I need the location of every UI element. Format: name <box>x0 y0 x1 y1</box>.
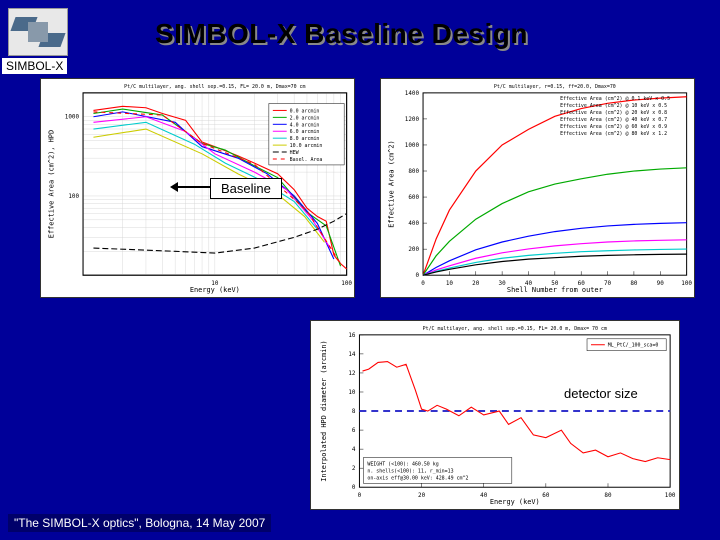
logo <box>8 8 68 56</box>
svg-text:70: 70 <box>604 280 612 287</box>
svg-text:Pt/C multilayer, r=0.15, ff=20: Pt/C multilayer, r=0.15, ff=20.0, Dmax=7… <box>494 84 616 90</box>
svg-text:0: 0 <box>416 272 420 279</box>
svg-text:Effective Area (cm^2) @ 80 keV: Effective Area (cm^2) @ 80 keV x 1.2 <box>560 131 667 137</box>
baseline-arrow <box>176 186 210 188</box>
svg-text:2.0 arcmin: 2.0 arcmin <box>290 115 320 121</box>
svg-text:n. shells(<100): 11, r_min=13: n. shells(<100): 11, r_min=13 <box>367 468 453 474</box>
svg-text:10.0 arcmin: 10.0 arcmin <box>290 143 323 149</box>
svg-text:30: 30 <box>499 280 507 287</box>
svg-text:6: 6 <box>352 427 356 434</box>
chart-effective-area-shell: 0102030405060708090100020040060080010001… <box>380 78 695 298</box>
svg-text:1400: 1400 <box>405 90 420 97</box>
svg-text:100: 100 <box>341 280 352 287</box>
svg-text:Energy (keV): Energy (keV) <box>490 498 540 506</box>
svg-text:2: 2 <box>352 465 356 472</box>
svg-text:80: 80 <box>630 280 638 287</box>
svg-text:100: 100 <box>68 193 79 200</box>
svg-text:Effective Area (cm^2) @ 60 keV: Effective Area (cm^2) @ 60 keV x 0.9 <box>560 124 667 130</box>
svg-text:20: 20 <box>472 280 480 287</box>
svg-text:80: 80 <box>604 492 612 499</box>
detector-size-label: detector size <box>560 385 642 402</box>
svg-text:400: 400 <box>408 220 419 227</box>
svg-text:1000: 1000 <box>405 142 420 149</box>
svg-text:WEIGHT (<100): 460.50 kg: WEIGHT (<100): 460.50 kg <box>367 461 438 467</box>
svg-text:20: 20 <box>418 492 426 499</box>
svg-text:10: 10 <box>446 280 454 287</box>
svg-text:4.0 arcmin: 4.0 arcmin <box>290 122 320 128</box>
baseline-label: Baseline <box>210 178 282 199</box>
svg-text:12: 12 <box>348 370 356 377</box>
svg-text:0: 0 <box>421 280 425 287</box>
svg-text:1200: 1200 <box>405 116 420 123</box>
svg-text:4: 4 <box>352 446 356 453</box>
svg-text:60: 60 <box>542 492 550 499</box>
svg-text:8.0 arcmin: 8.0 arcmin <box>290 136 320 142</box>
svg-text:ML_PtC/_100_sca=0: ML_PtC/_100_sca=0 <box>608 343 659 349</box>
svg-text:Basel. Area: Basel. Area <box>290 157 323 163</box>
chart-hpd-diameter: 0 20 40 60 80 100 0 2 4 6 8 10 12 14 16 WEIGHT (<100): … <box>310 320 680 510</box>
svg-text:14: 14 <box>348 351 356 358</box>
svg-text:Effective Area (cm^2) @ 0.1 ke: Effective Area (cm^2) @ 0.1 keV x 0.5 <box>560 96 670 102</box>
svg-text:1000: 1000 <box>65 114 80 121</box>
svg-text:0: 0 <box>358 492 362 499</box>
svg-text:Energy (keV): Energy (keV) <box>190 286 240 294</box>
svg-text:Effective Area (cm^2) @ 10 keV: Effective Area (cm^2) @ 10 keV x 0.5 <box>560 103 667 109</box>
svg-text:16: 16 <box>348 332 356 339</box>
svg-text:600: 600 <box>408 194 419 201</box>
svg-text:on-axis eff@30.00 keV: 428.49: on-axis eff@30.00 keV: 428.49 cm^2 <box>367 475 468 481</box>
svg-text:Effective Area (cm^2), HPD: Effective Area (cm^2), HPD <box>47 130 55 238</box>
svg-text:8: 8 <box>352 408 356 415</box>
logo-caption: SIMBOL-X <box>2 58 67 74</box>
svg-text:100: 100 <box>665 492 676 499</box>
svg-text:Shell Number from outer: Shell Number from outer <box>507 286 603 294</box>
svg-text:Effective Area (cm^2): Effective Area (cm^2) <box>387 140 395 228</box>
svg-text:Effective Area (cm^2) @ 40 keV: Effective Area (cm^2) @ 40 keV x 0.7 <box>560 117 667 123</box>
page-title: SIMBOL-X Baseline Design <box>155 18 528 50</box>
svg-text:Pt/C multilayer, ang. shell se: Pt/C multilayer, ang. shell sep.=0.15, F… <box>423 326 607 332</box>
footer-citation: "The SIMBOL-X optics", Bologna, 14 May 2… <box>8 514 271 532</box>
svg-text:90: 90 <box>657 280 665 287</box>
svg-text:200: 200 <box>408 246 419 253</box>
svg-text:40: 40 <box>480 492 488 499</box>
svg-text:0: 0 <box>352 484 356 491</box>
svg-text:10: 10 <box>348 389 356 396</box>
svg-text:6.0 arcmin: 6.0 arcmin <box>290 129 320 135</box>
svg-text:Pt/C multilayer, ang. shell se: Pt/C multilayer, ang. shell sep.=0.15, F… <box>124 84 305 90</box>
svg-text:100: 100 <box>681 280 692 287</box>
svg-text:0.0 arcmin: 0.0 arcmin <box>290 108 320 114</box>
svg-text:800: 800 <box>408 168 419 175</box>
svg-text:HEW: HEW <box>290 150 299 156</box>
svg-text:Interpolated HPD diameter (arc: Interpolated HPD diameter (arcmin) <box>320 340 328 481</box>
svg-text:Effective Area (cm^2) @ 20 keV: Effective Area (cm^2) @ 20 keV x 0.8 <box>560 110 667 116</box>
chart-effective-area-energy: 1010010010000.0 arcmin2.0 arcmin4.0 arcm… <box>40 78 355 298</box>
